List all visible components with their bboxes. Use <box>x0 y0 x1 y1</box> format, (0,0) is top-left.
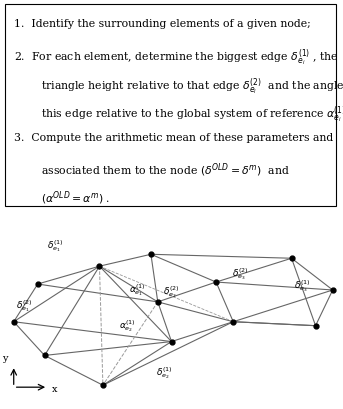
Text: $\alpha_{e_1}^{(1)}$: $\alpha_{e_1}^{(1)}$ <box>129 282 145 298</box>
Text: $\delta_{e_2}^{(1)}$: $\delta_{e_2}^{(1)}$ <box>156 365 173 381</box>
Text: this edge relative to the global system of reference $\alpha_{e_i}^{(1)}$ .: this edge relative to the global system … <box>41 104 343 125</box>
Text: 3.  Compute the arithmetic mean of these parameters and: 3. Compute the arithmetic mean of these … <box>14 133 333 143</box>
Text: associated them to the node $\left(\delta^{OLD}=\delta^{m}\right)$  and: associated them to the node $\left(\delt… <box>41 161 290 179</box>
Text: x: x <box>51 384 57 394</box>
Text: triangle height relative to that edge $\delta_{e_i}^{(2)}$  and the angle of: triangle height relative to that edge $\… <box>41 76 343 97</box>
Text: $\delta_{e_2}^{(2)}$: $\delta_{e_2}^{(2)}$ <box>163 284 180 300</box>
Text: $\alpha_{e_2}^{(1)}$: $\alpha_{e_2}^{(1)}$ <box>119 318 135 334</box>
Text: $\left(\alpha^{OLD}=\alpha^{m}\right)$ .: $\left(\alpha^{OLD}=\alpha^{m}\right)$ . <box>41 190 110 207</box>
Text: $\delta_{e_3}^{(1)}$: $\delta_{e_3}^{(1)}$ <box>294 278 310 294</box>
Text: 2.  For each element, determine the biggest edge $\delta_{e_i}^{(1)}$ , the: 2. For each element, determine the bigge… <box>14 47 339 68</box>
Text: 1.  Identify the surrounding elements of a given node;: 1. Identify the surrounding elements of … <box>14 19 310 29</box>
Text: y: y <box>2 354 8 363</box>
Text: $\delta_{e_1}^{(2)}$: $\delta_{e_1}^{(2)}$ <box>16 298 32 314</box>
Text: $\delta_{e_1}^{(1)}$: $\delta_{e_1}^{(1)}$ <box>47 238 63 254</box>
Text: $\delta_{e_3}^{(2)}$: $\delta_{e_3}^{(2)}$ <box>232 266 248 282</box>
